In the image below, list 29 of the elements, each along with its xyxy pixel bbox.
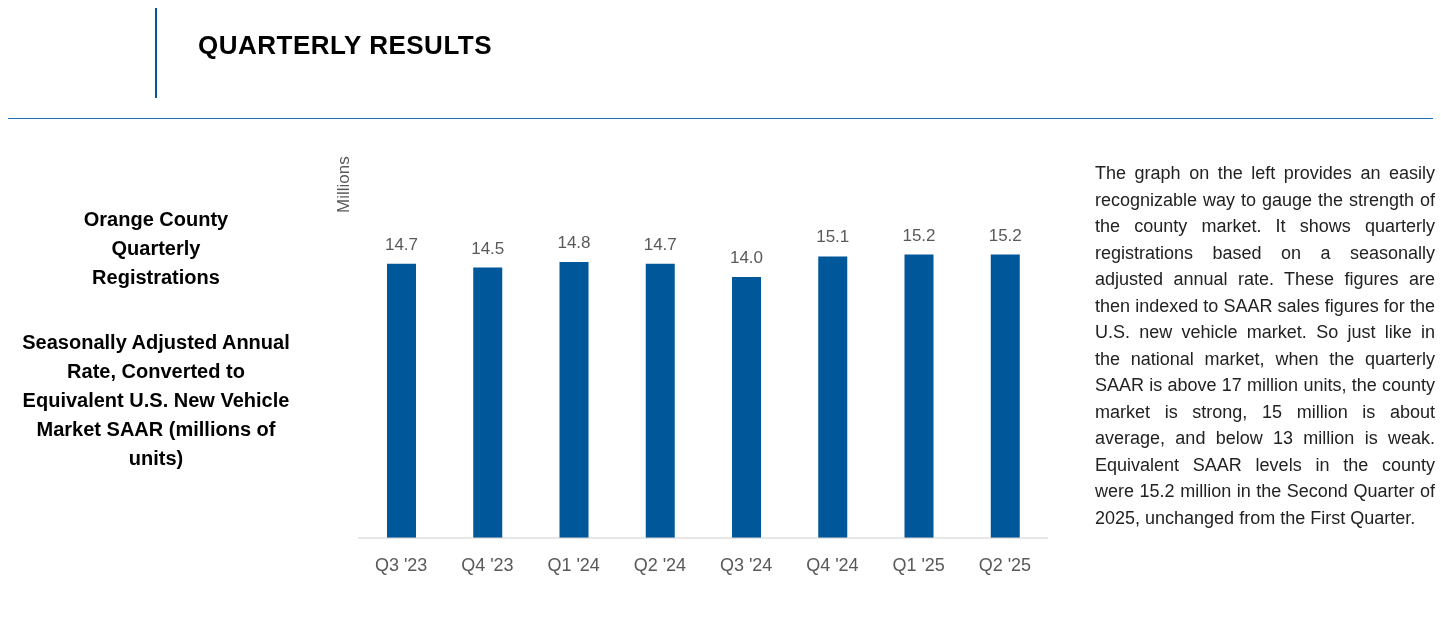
text: Seasonally Adjusted Annual Rate, Converted to Equivalent U.S. New Vehicle Market SAAR (millions of units) <box>21 330 291 471</box>
text: The graph on the left provides an easily recognizable way to gauge the strength of the county market. It shows quarterly registrations based on a seasonally adjusted annual rate. These figures are then indexed to SAAR sales figures for the U.S. new vehicle market. So just like in the national market, when the quarterly SAAR is above 17 million units, the county market is strong, 15 million is about average, and below 13 million is weak. Equivalent SAAR levels in the county were 15.2 million in the Second Quarter of 2025, unchanged from the First Quarter. <box>1095 163 1435 528</box>
x-tick-label: Q2 '24 <box>633 554 687 575</box>
bar <box>473 267 503 538</box>
y-axis-title: Millions <box>334 156 354 213</box>
text: Orange County Quarterly Registrations <box>82 207 230 290</box>
bar <box>990 254 1020 538</box>
bar <box>387 263 416 538</box>
x-tick-label: Q2 '25 <box>978 554 1032 575</box>
data-label: 14.7 <box>384 234 419 254</box>
x-tick-label: Q1 '24 <box>547 554 600 575</box>
data-label: 14.0 <box>729 247 764 267</box>
bar <box>818 256 848 538</box>
x-tick-label: Q4 '23 <box>461 554 514 575</box>
data-label: 15.2 <box>902 225 936 245</box>
text: QUARTERLY RESULTS <box>198 30 493 61</box>
bar <box>904 254 934 538</box>
data-label: 14.7 <box>643 234 677 254</box>
data-label: 15.1 <box>816 227 850 247</box>
data-label: 14.8 <box>557 233 591 252</box>
data-label: 14.5 <box>471 238 505 258</box>
bar <box>645 263 675 538</box>
x-tick-label: Q4 '24 <box>806 554 859 575</box>
bar <box>559 262 589 538</box>
data-label: 15.2 <box>988 225 1022 245</box>
x-tick-label: Q3 '24 <box>719 554 773 575</box>
x-tick-label: Q3 '23 <box>374 554 428 575</box>
bar <box>732 276 761 538</box>
x-tick-label: Q1 '25 <box>892 554 945 575</box>
